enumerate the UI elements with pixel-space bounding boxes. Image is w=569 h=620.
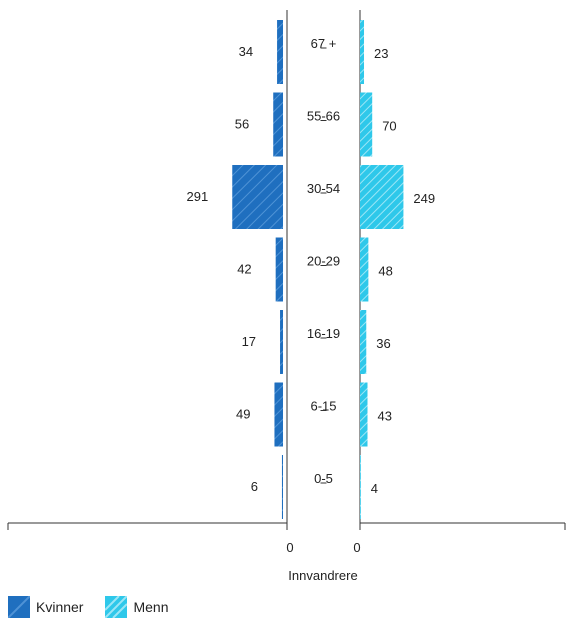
value-label-kvinner-6-15: 49 (236, 407, 250, 422)
bar-menn-0-5[interactable] (360, 455, 361, 519)
bar-menn-6-15[interactable] (360, 382, 368, 447)
category-label-0-5: 0-5 (314, 471, 333, 486)
value-label-kvinner-16-19: 17 (242, 334, 256, 349)
category-label-20-29: 20-29 (307, 254, 340, 269)
bar-kvinner-0-5[interactable] (281, 455, 283, 519)
value-label-kvinner-20-29: 42 (237, 262, 251, 277)
x-axis-title: Innvandrere (288, 568, 357, 583)
bar-kvinner-55-66[interactable] (273, 92, 283, 157)
bar-menn-30-54[interactable] (360, 165, 404, 229)
bar-menn-20-29[interactable] (360, 237, 369, 302)
value-label-kvinner-55-66: 56 (235, 117, 249, 132)
bars (232, 20, 404, 519)
category-label-55-66: 55-66 (307, 109, 340, 124)
bar-kvinner-30-54[interactable] (232, 165, 283, 229)
legend-swatch-menn (105, 596, 128, 618)
bar-kvinner-16-19[interactable] (280, 310, 283, 374)
bar-kvinner-67[interactable] (277, 20, 283, 84)
category-label-16-19: 16-19 (307, 326, 340, 341)
category-label-30-54: 30-54 (307, 181, 340, 196)
value-label-menn-55-66: 70 (382, 119, 396, 134)
value-label-menn-0-5: 4 (371, 481, 378, 496)
legend-swatch-kvinner (8, 596, 30, 618)
axes: 0 0 Innvandrere (7, 10, 566, 583)
bar-kvinner-6-15[interactable] (274, 382, 283, 447)
value-label-menn-67: 23 (374, 46, 388, 61)
category-label-6-15: 6-15 (310, 399, 336, 414)
left-axis-zero-label: 0 (286, 540, 293, 555)
legend-label-menn: Menn (133, 599, 169, 615)
bar-kvinner-20-29[interactable] (275, 237, 283, 302)
value-label-menn-20-29: 48 (378, 264, 392, 279)
legend-label-kvinner: Kvinner (36, 599, 84, 615)
value-label-kvinner-67: 34 (239, 44, 253, 59)
legend-item-kvinner[interactable]: Kvinner (8, 596, 83, 618)
value-label-kvinner-0-5: 6 (251, 479, 258, 494)
category-label-67: 67 + (311, 36, 337, 51)
legend-item-menn[interactable]: Menn (105, 596, 169, 618)
value-label-menn-6-15: 43 (377, 409, 391, 424)
legend: Kvinner Menn (8, 596, 191, 618)
value-label-menn-16-19: 36 (376, 336, 390, 351)
bar-menn-16-19[interactable] (360, 310, 367, 374)
value-label-kvinner-30-54: 291 (187, 189, 209, 204)
value-label-menn-30-54: 249 (413, 191, 435, 206)
bar-menn-67[interactable] (360, 20, 365, 84)
right-axis-zero-label: 0 (353, 540, 360, 555)
bar-menn-55-66[interactable] (360, 92, 373, 157)
labels: 67 + 34 23 55-66 56 70 30-54 291 249 20-29 42 48 16-… (187, 36, 436, 496)
